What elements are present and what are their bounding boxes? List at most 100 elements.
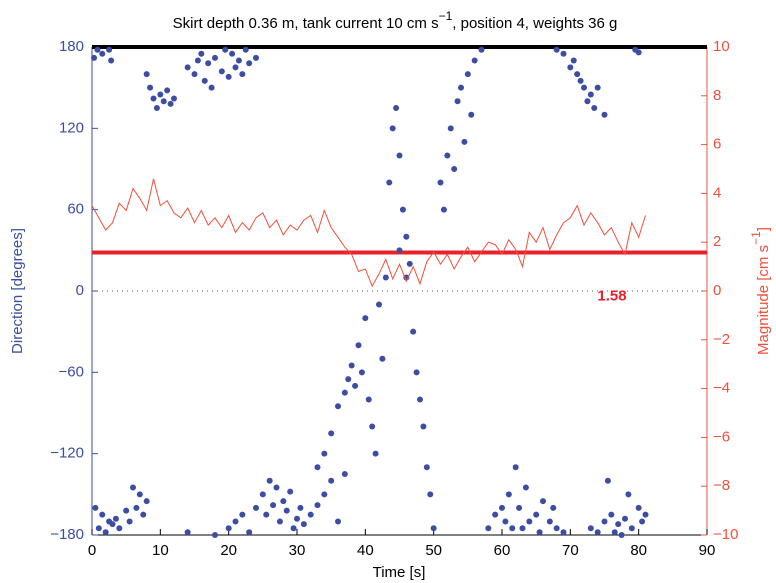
data-point (454, 98, 461, 105)
data-point (625, 491, 632, 498)
data-point (536, 529, 543, 536)
data-point (358, 369, 365, 376)
data-point (369, 423, 376, 430)
data-point (526, 518, 533, 525)
data-point (519, 525, 526, 532)
data-point (201, 77, 208, 84)
data-point (396, 152, 403, 159)
data-point (164, 87, 171, 94)
data-point (461, 138, 468, 145)
data-point (560, 529, 567, 536)
data-point (444, 152, 451, 159)
data-point (191, 71, 198, 78)
data-point (112, 515, 119, 522)
data-point (91, 54, 98, 61)
y2-axis-label: Magnitude [cm s−1] (749, 227, 772, 355)
data-point (601, 518, 608, 525)
data-point (321, 450, 328, 457)
data-point (150, 95, 157, 102)
data-point (570, 57, 577, 64)
y-tick-label: 120 (59, 119, 84, 136)
data-point (205, 60, 212, 67)
data-point (499, 504, 505, 511)
data-point (321, 491, 328, 498)
data-point (99, 511, 106, 518)
y-axis-label: Direction [degrees] (9, 228, 26, 354)
x-tick-label: 40 (357, 542, 374, 559)
reference-label: 1.58 (597, 287, 626, 304)
data-point (99, 50, 106, 57)
data-point (171, 95, 177, 102)
data-point (362, 315, 369, 322)
data-point (232, 518, 239, 525)
data-point (604, 477, 611, 484)
data-point (235, 57, 242, 64)
data-point (581, 84, 587, 91)
data-point (212, 54, 218, 61)
y2-tick-label: −8 (713, 477, 730, 494)
data-point (242, 46, 249, 53)
data-point (601, 111, 608, 118)
data-point (628, 525, 635, 532)
data-point (253, 504, 259, 511)
data-point (468, 111, 475, 118)
data-point (229, 50, 236, 57)
data-point (406, 260, 413, 267)
data-point (382, 274, 389, 281)
data-point (639, 518, 646, 525)
x-tick-label: 20 (220, 542, 237, 559)
data-point (430, 525, 437, 532)
data-line (91, 178, 646, 288)
data-point (222, 46, 229, 53)
x-tick-label: 80 (630, 542, 647, 559)
data-point (355, 342, 362, 349)
data-point (341, 389, 348, 396)
data-point (437, 179, 444, 186)
x-tick-label: 70 (562, 542, 579, 559)
data-point (157, 91, 164, 98)
x-tick-label: 50 (425, 542, 442, 559)
data-point (587, 91, 594, 98)
data-point (386, 179, 393, 186)
data-point (198, 50, 205, 57)
data-point (307, 511, 314, 518)
y2-tick-label: −2 (713, 331, 730, 348)
data-point (273, 484, 280, 491)
data-point (143, 498, 150, 505)
data-point (618, 532, 625, 538)
chart-title: Skirt depth 0.36 m, tank current 10 cm s… (173, 9, 618, 32)
data-point (471, 57, 478, 64)
data-point (126, 518, 133, 525)
data-point (591, 105, 598, 111)
data-point (246, 60, 253, 67)
data-point (447, 125, 454, 132)
data-point (225, 73, 232, 80)
data-point (533, 511, 540, 518)
data-point (502, 518, 509, 525)
data-point (451, 166, 458, 172)
data-point (314, 464, 321, 471)
x-tick-label: 60 (494, 542, 511, 559)
data-point (608, 511, 615, 518)
data-point (246, 529, 253, 536)
data-point (239, 511, 246, 518)
data-point (341, 471, 348, 477)
data-point (615, 521, 622, 528)
y-tick-label: 0 (76, 282, 84, 299)
x-tick-label: 10 (152, 542, 169, 559)
data-point (259, 491, 266, 498)
data-point (577, 77, 584, 84)
data-point (218, 68, 225, 75)
data-point (427, 491, 434, 498)
data-point (92, 504, 99, 511)
data-point (594, 84, 601, 91)
data-point (290, 525, 297, 532)
data-point (516, 504, 523, 511)
x-axis-label: Time [s] (373, 564, 426, 581)
y2-tick-label: 0 (713, 282, 721, 299)
data-point (574, 71, 581, 78)
data-point (584, 98, 591, 105)
data-point (212, 532, 218, 538)
data-point (512, 464, 519, 471)
y-tick-label: 180 (59, 38, 84, 55)
